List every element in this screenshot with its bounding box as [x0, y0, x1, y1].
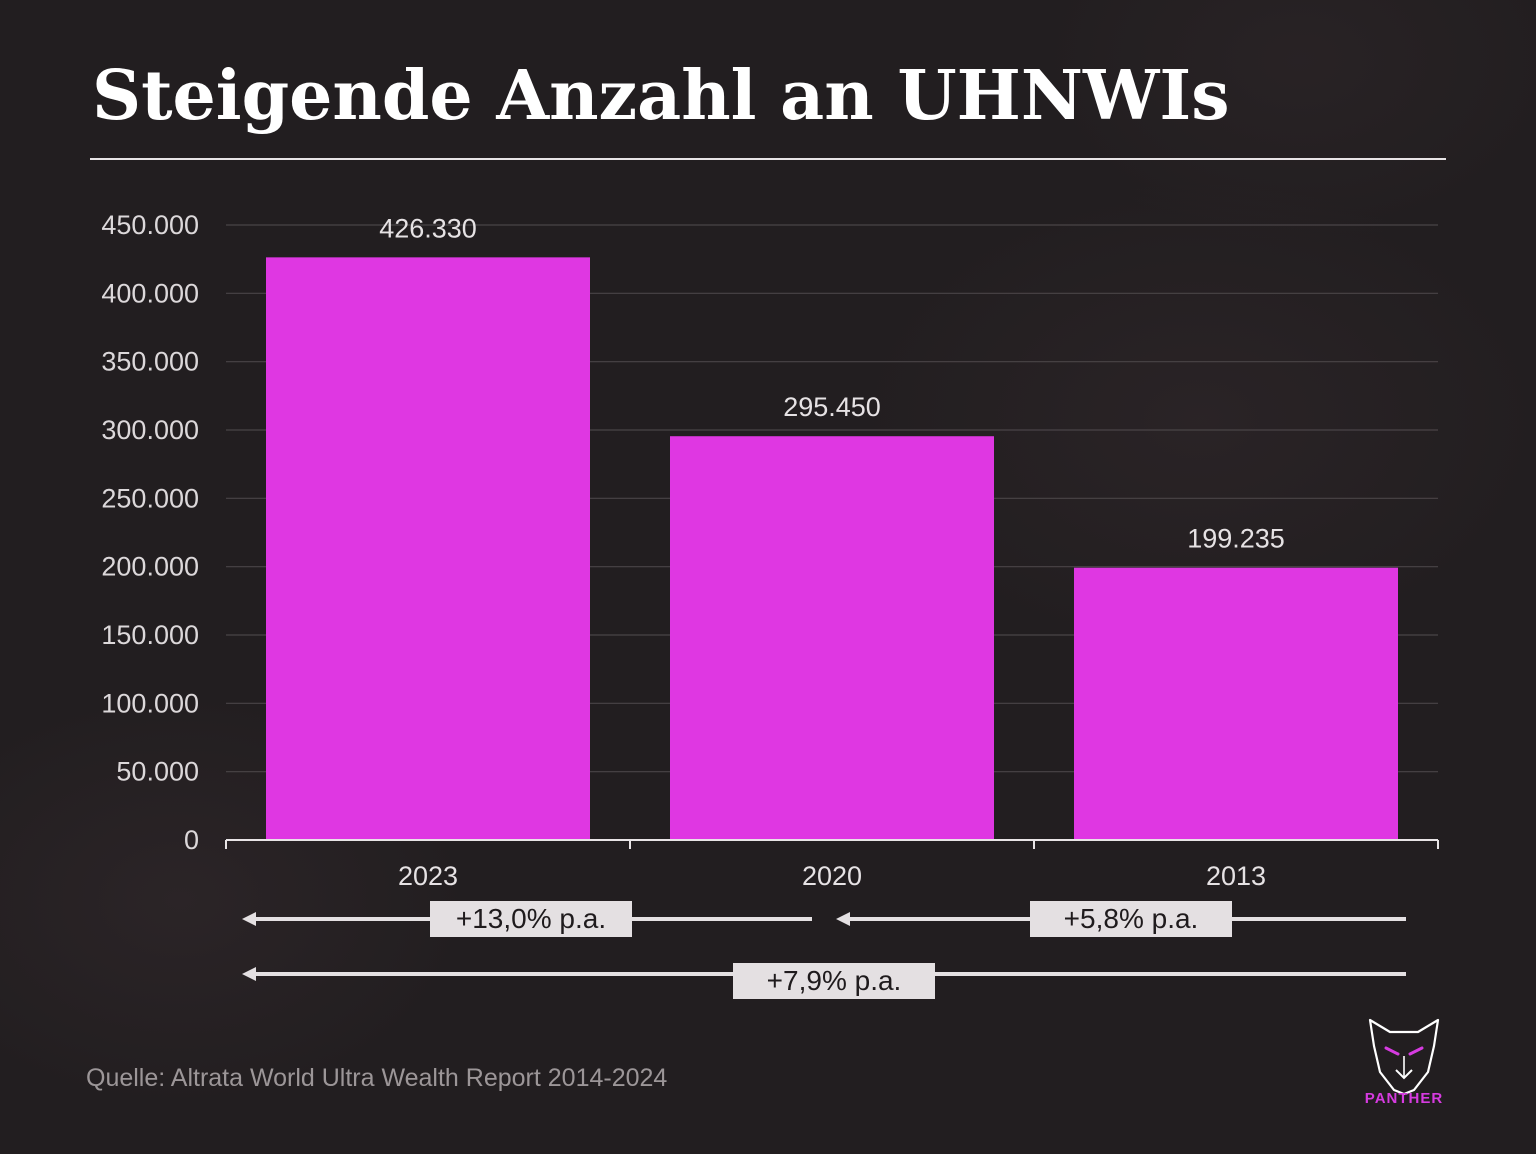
growth-label-box: [1030, 901, 1232, 937]
growth-label: +13,0% p.a.: [456, 903, 606, 934]
title-divider: [90, 158, 1446, 160]
data-label-2013: 199.235: [1187, 524, 1285, 554]
y-tick-label: 450.000: [101, 210, 199, 240]
panther-head-icon: [1368, 1018, 1440, 1096]
bar-2020: [670, 436, 994, 840]
y-tick-label: 0: [184, 825, 199, 855]
x-tick-label-2023: 2023: [398, 861, 458, 891]
chart-title: Steigende Anzahl an UHNWIs: [92, 56, 1230, 136]
growth-arrow-2013-2023: +7,9% p.a.: [242, 963, 1406, 999]
growth-label-box: [733, 963, 935, 999]
y-tick-label: 200.000: [101, 552, 199, 582]
source-note: Quelle: Altrata World Ultra Wealth Repor…: [86, 1064, 668, 1092]
data-label-2020: 295.450: [783, 392, 881, 422]
growth-arrow-2020-2023: +13,0% p.a.: [242, 901, 812, 937]
bars: [266, 257, 1398, 840]
y-tick-label: 350.000: [101, 347, 199, 377]
data-labels: 426.330 295.450 199.235: [379, 213, 1285, 553]
bar-2023: [266, 257, 590, 840]
y-tick-label: 150.000: [101, 620, 199, 650]
y-axis-ticks: 0 50.000 100.000 150.000 200.000 250.000 300.0…: [101, 210, 199, 855]
growth-annotations: +13,0% p.a. +5,8% p.a. +7,9% p.a.: [242, 901, 1406, 999]
growth-arrow-head: [836, 912, 850, 926]
bar-2013: [1074, 567, 1398, 840]
y-tick-label: 100.000: [101, 688, 199, 718]
y-tick-label: 50.000: [116, 757, 199, 787]
data-label-2023: 426.330: [379, 213, 477, 243]
brand-name: PANTHER: [1364, 1090, 1444, 1107]
growth-arrow-head: [242, 912, 256, 926]
growth-arrow-2013-2020: +5,8% p.a.: [836, 901, 1406, 937]
y-tick-label: 250.000: [101, 483, 199, 513]
growth-arrow-head: [242, 967, 256, 981]
x-tick-label-2013: 2013: [1206, 861, 1266, 891]
x-axis-ticks: 2023 2020 2013: [398, 861, 1266, 891]
growth-label: +7,9% p.a.: [767, 965, 902, 996]
y-tick-label: 400.000: [101, 278, 199, 308]
growth-label: +5,8% p.a.: [1064, 903, 1199, 934]
y-tick-label: 300.000: [101, 415, 199, 445]
x-tick-label-2020: 2020: [802, 861, 862, 891]
x-axis: [225, 839, 1439, 849]
growth-label-box: [430, 901, 632, 937]
